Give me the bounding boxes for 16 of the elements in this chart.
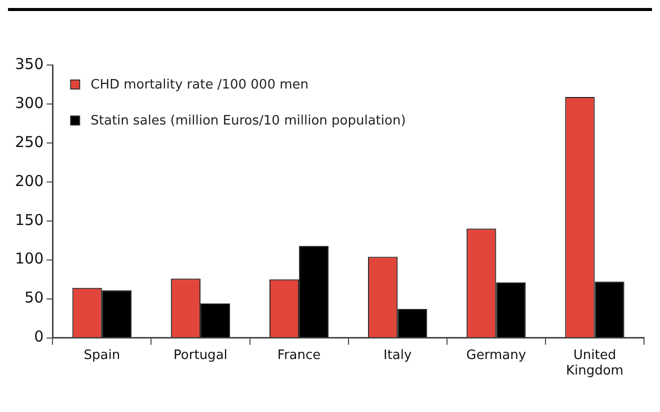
x-tick-label: France — [277, 348, 321, 363]
y-tick-label: 200 — [14, 172, 44, 190]
x-tick-label: Spain — [84, 348, 120, 363]
y-tick-label: 50 — [24, 288, 44, 307]
x-tick-label: Portugal — [174, 348, 228, 363]
y-tick-label: 150 — [14, 210, 44, 229]
y-tick-label: 0 — [34, 328, 44, 346]
y-tick-label: 250 — [14, 132, 44, 151]
x-tick-label: United Kingdom — [566, 348, 624, 379]
legend-label: Statin sales (million Euros/10 million population) — [90, 113, 406, 128]
y-tick-label: 100 — [14, 250, 44, 268]
y-tick-label: 300 — [14, 94, 44, 112]
y-tick-label: 350 — [14, 54, 44, 73]
x-tick-label: Italy — [383, 348, 412, 363]
x-tick-label: Germany — [466, 348, 526, 363]
legend-label: CHD mortality rate /100 000 men — [90, 77, 309, 92]
